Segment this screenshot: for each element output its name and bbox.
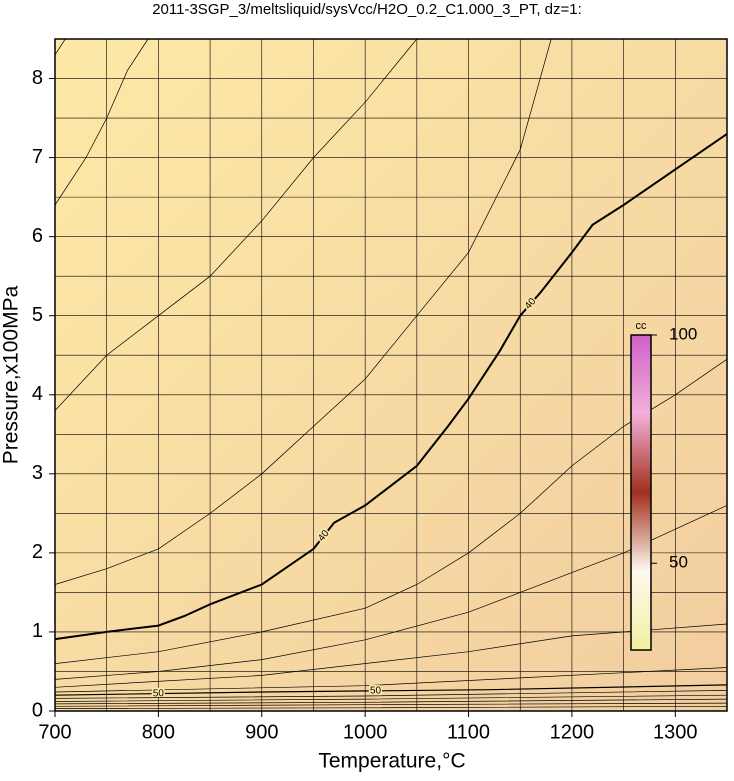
y-tick-label: 5 bbox=[32, 304, 43, 326]
y-tick-label: 7 bbox=[32, 146, 43, 168]
contour-line bbox=[54, 684, 728, 696]
contour-line bbox=[54, 505, 728, 680]
contour-line bbox=[54, 38, 66, 55]
contour-line bbox=[54, 38, 552, 585]
x-tick-label: 1300 bbox=[653, 721, 698, 743]
y-tick-label: 1 bbox=[32, 620, 43, 642]
contour-line bbox=[54, 698, 728, 705]
contour-line bbox=[54, 705, 728, 709]
x-tick-label: 1000 bbox=[343, 721, 388, 743]
y-axis-label: Pressure,x100MPa bbox=[0, 285, 23, 464]
x-tick-label: 700 bbox=[38, 721, 71, 743]
contour-line bbox=[54, 133, 728, 641]
plot-background bbox=[55, 39, 727, 711]
y-tick-label: 0 bbox=[32, 699, 43, 721]
y-tick-label: 4 bbox=[32, 383, 43, 405]
contour-line bbox=[54, 38, 149, 206]
contour-line bbox=[54, 694, 728, 702]
colorbar-label: cc bbox=[636, 320, 648, 332]
contour-line bbox=[54, 702, 728, 707]
contour-line bbox=[54, 690, 728, 699]
contour-line bbox=[54, 667, 728, 693]
contour-label: 50 bbox=[370, 685, 382, 696]
chart-title: 2011-3SGP_3/meltsliquid/sysVcc/H2O_0.2_C… bbox=[152, 1, 582, 18]
x-tick-label: 800 bbox=[142, 721, 175, 743]
x-tick-label: 1200 bbox=[550, 721, 595, 743]
colorbar-tick-label: 100 bbox=[669, 324, 697, 343]
y-tick-label: 6 bbox=[32, 225, 43, 247]
x-axis-label: Temperature,°C bbox=[318, 750, 465, 773]
contour-line bbox=[54, 38, 418, 411]
x-tick-label: 1100 bbox=[447, 721, 490, 743]
contour-line bbox=[54, 623, 728, 688]
colorbar bbox=[630, 334, 652, 651]
y-tick-label: 2 bbox=[32, 541, 43, 563]
x-tick-label: 900 bbox=[245, 721, 278, 743]
colorbar-tick-label: 50 bbox=[669, 553, 688, 572]
y-tick-label: 8 bbox=[32, 67, 43, 89]
y-tick-label: 3 bbox=[32, 462, 43, 484]
plot-frame bbox=[54, 38, 728, 712]
